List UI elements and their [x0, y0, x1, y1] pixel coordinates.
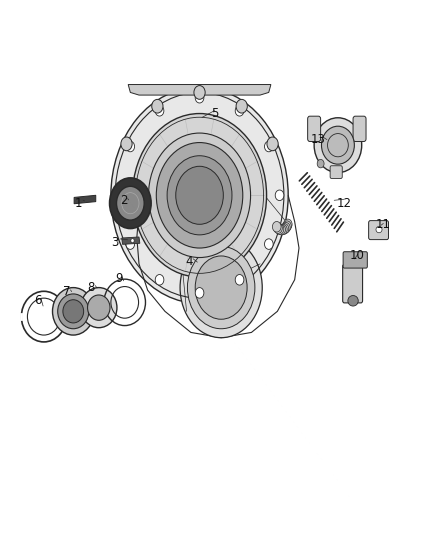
Ellipse shape	[277, 224, 286, 235]
Ellipse shape	[275, 224, 284, 235]
Ellipse shape	[187, 246, 255, 329]
Ellipse shape	[267, 137, 278, 151]
Ellipse shape	[63, 300, 84, 323]
Ellipse shape	[180, 238, 262, 338]
Ellipse shape	[283, 219, 292, 230]
Ellipse shape	[148, 133, 251, 257]
Ellipse shape	[133, 114, 267, 277]
Ellipse shape	[321, 126, 354, 164]
Ellipse shape	[81, 288, 117, 328]
FancyBboxPatch shape	[307, 116, 321, 141]
Ellipse shape	[314, 118, 362, 173]
Ellipse shape	[279, 224, 287, 235]
Ellipse shape	[280, 223, 289, 234]
Ellipse shape	[265, 141, 273, 152]
Ellipse shape	[156, 142, 243, 248]
Ellipse shape	[236, 99, 247, 113]
Ellipse shape	[155, 274, 164, 285]
Ellipse shape	[272, 222, 281, 232]
Ellipse shape	[317, 159, 324, 168]
Polygon shape	[122, 237, 140, 244]
Text: 8: 8	[88, 281, 95, 294]
Polygon shape	[74, 195, 96, 204]
Text: 7: 7	[63, 285, 71, 298]
Ellipse shape	[152, 99, 163, 113]
Ellipse shape	[194, 86, 205, 99]
Text: 5: 5	[211, 107, 219, 120]
Ellipse shape	[117, 187, 144, 220]
Text: 4: 4	[185, 255, 192, 268]
Ellipse shape	[176, 166, 223, 224]
Text: 6: 6	[35, 294, 42, 308]
FancyBboxPatch shape	[343, 252, 367, 268]
Ellipse shape	[110, 178, 151, 229]
FancyBboxPatch shape	[353, 116, 366, 141]
FancyBboxPatch shape	[369, 221, 389, 240]
Ellipse shape	[115, 190, 124, 200]
Ellipse shape	[275, 190, 284, 200]
Ellipse shape	[376, 227, 382, 233]
Ellipse shape	[274, 223, 283, 233]
Text: 12: 12	[337, 197, 352, 209]
Polygon shape	[128, 85, 271, 95]
Ellipse shape	[88, 295, 110, 320]
Ellipse shape	[131, 239, 134, 243]
Text: 9: 9	[115, 272, 123, 285]
Ellipse shape	[111, 87, 288, 303]
Ellipse shape	[283, 221, 291, 231]
Ellipse shape	[195, 288, 204, 298]
Ellipse shape	[348, 295, 358, 306]
Ellipse shape	[126, 239, 134, 249]
Ellipse shape	[195, 256, 247, 319]
Ellipse shape	[121, 137, 132, 151]
Ellipse shape	[155, 106, 164, 116]
Ellipse shape	[265, 239, 273, 249]
Text: 2: 2	[120, 194, 127, 207]
Ellipse shape	[235, 106, 244, 116]
Ellipse shape	[126, 141, 134, 152]
Ellipse shape	[58, 294, 89, 329]
FancyBboxPatch shape	[330, 166, 342, 179]
Ellipse shape	[195, 92, 204, 103]
Ellipse shape	[282, 222, 290, 233]
Text: 10: 10	[350, 249, 365, 262]
Text: 11: 11	[376, 218, 391, 231]
Text: 3: 3	[112, 236, 119, 249]
Text: 1: 1	[75, 197, 82, 209]
FancyBboxPatch shape	[343, 264, 363, 303]
Ellipse shape	[167, 156, 232, 235]
Ellipse shape	[53, 288, 94, 335]
Ellipse shape	[235, 274, 244, 285]
Text: 13: 13	[311, 133, 326, 147]
